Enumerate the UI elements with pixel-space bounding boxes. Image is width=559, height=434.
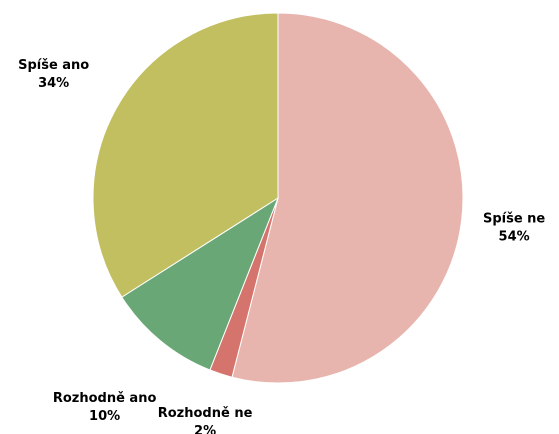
slice-value-label: 2% — [194, 424, 216, 434]
pie-slice — [92, 12, 279, 298]
slice-value-label: 54% — [499, 229, 530, 244]
pie-slice — [121, 196, 280, 371]
slice-label: Rozhodně ano — [53, 391, 157, 406]
slice-value-label: 10% — [89, 409, 120, 424]
slice-label: Rozhodně ne — [158, 406, 253, 421]
slice-value-label: 34% — [38, 76, 69, 91]
slice-label: Spíše ano — [18, 58, 89, 73]
slice-label: Spíše ne — [483, 211, 545, 226]
pie-slice — [231, 12, 464, 384]
